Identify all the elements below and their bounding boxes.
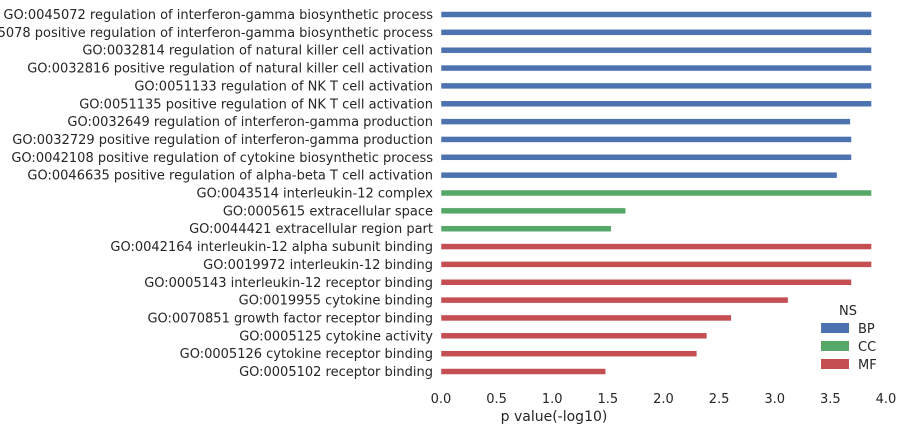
x-tick-label: 3.5: [820, 392, 841, 407]
x-tick-label: 3.0: [764, 392, 785, 407]
legend-label-mf: MF: [858, 358, 877, 373]
bars-group: [440, 11, 872, 375]
bar-go-0043514: [440, 189, 872, 197]
bar-go-0042164: [440, 243, 872, 250]
legend: NS BP CC MF: [821, 304, 877, 373]
bar-go-0005143: [440, 279, 852, 286]
bar-go-0042108: [440, 154, 852, 161]
bar-go-0051133: [440, 82, 872, 90]
bar-go-0019955: [440, 296, 789, 304]
bar-go-0019972: [440, 261, 872, 268]
x-tick-label: 2.0: [653, 392, 674, 407]
category-label: GO:0051135 positive regulation of NK T c…: [79, 97, 433, 112]
category-label: GO:0005102 receptor binding: [239, 365, 433, 380]
bar-go-0044421: [440, 225, 612, 232]
bar-go-0032816: [440, 64, 872, 72]
category-label: GO:0042108 positive regulation of cytoki…: [11, 151, 433, 166]
x-tick-label: 2.5: [709, 392, 730, 407]
x-tick-labels: 0.0 0.5 1.0 1.5 2.0 2.5 3.0 3.5 4.0: [431, 392, 897, 407]
category-labels: GO:0045072 regulation of interferon-gamm…: [0, 8, 433, 380]
bar-go-0005615: [440, 207, 626, 215]
bar-go-0051135: [440, 100, 872, 107]
legend-swatch-mf: [821, 359, 849, 369]
category-label: GO:0044421 extracellular region part: [189, 222, 433, 237]
category-label: GO:0045078 positive regulation of interf…: [0, 26, 433, 41]
x-tick-label: 0.5: [486, 392, 507, 407]
category-label: GO:0005125 cytokine activity: [239, 329, 433, 344]
category-label: GO:0019972 interleukin-12 binding: [203, 258, 433, 273]
legend-swatch-bp: [821, 323, 849, 333]
x-tick-label: 4.0: [876, 392, 897, 407]
x-tick-label: 1.0: [542, 392, 563, 407]
x-tick-label: 0.0: [431, 392, 452, 407]
legend-title: NS: [839, 304, 857, 319]
category-label: GO:0005143 interleukin-12 receptor bindi…: [144, 276, 433, 291]
legend-swatch-cc: [821, 341, 849, 351]
bar-go-0005102: [440, 368, 606, 375]
category-label: GO:0032814 regulation of natural killer …: [82, 44, 433, 59]
category-label: GO:0032649 regulation of interferon-gamm…: [67, 115, 433, 130]
x-axis-label: p value(-log10): [501, 409, 608, 425]
legend-label-cc: CC: [858, 340, 876, 355]
legend-label-bp: BP: [858, 322, 875, 337]
category-label: GO:0005615 extracellular space: [223, 204, 433, 219]
category-label: GO:0005126 cytokine receptor binding: [180, 347, 433, 362]
category-label: GO:0051133 regulation of NK T cell activ…: [134, 79, 433, 94]
bar-go-0032814: [440, 46, 872, 54]
bar-go-0005125: [440, 332, 708, 340]
category-label: GO:0032729 positive regulation of interf…: [12, 133, 433, 148]
category-label: GO:0019955 cytokine binding: [239, 294, 433, 309]
bar-go-0045078: [440, 29, 872, 36]
category-label: GO:0043514 interleukin-12 complex: [197, 187, 434, 202]
bar-go-0046635: [440, 171, 838, 179]
x-tick-label: 1.5: [598, 392, 619, 407]
category-label: GO:0046635 positive regulation of alpha-…: [27, 169, 433, 184]
category-label: GO:0042164 interleukin-12 alpha subunit …: [110, 240, 433, 255]
bar-go-0045072: [440, 11, 872, 18]
bar-go-0005126: [440, 350, 698, 357]
category-label: GO:0032816 positive regulation of natura…: [27, 62, 433, 77]
bar-go-0032729: [440, 136, 852, 143]
bar-go-0032649: [440, 118, 851, 125]
bar-go-0070851: [440, 314, 732, 322]
category-label: GO:0045072 regulation of interferon-gamm…: [3, 8, 433, 23]
category-label: GO:0070851 growth factor receptor bindin…: [147, 311, 433, 326]
